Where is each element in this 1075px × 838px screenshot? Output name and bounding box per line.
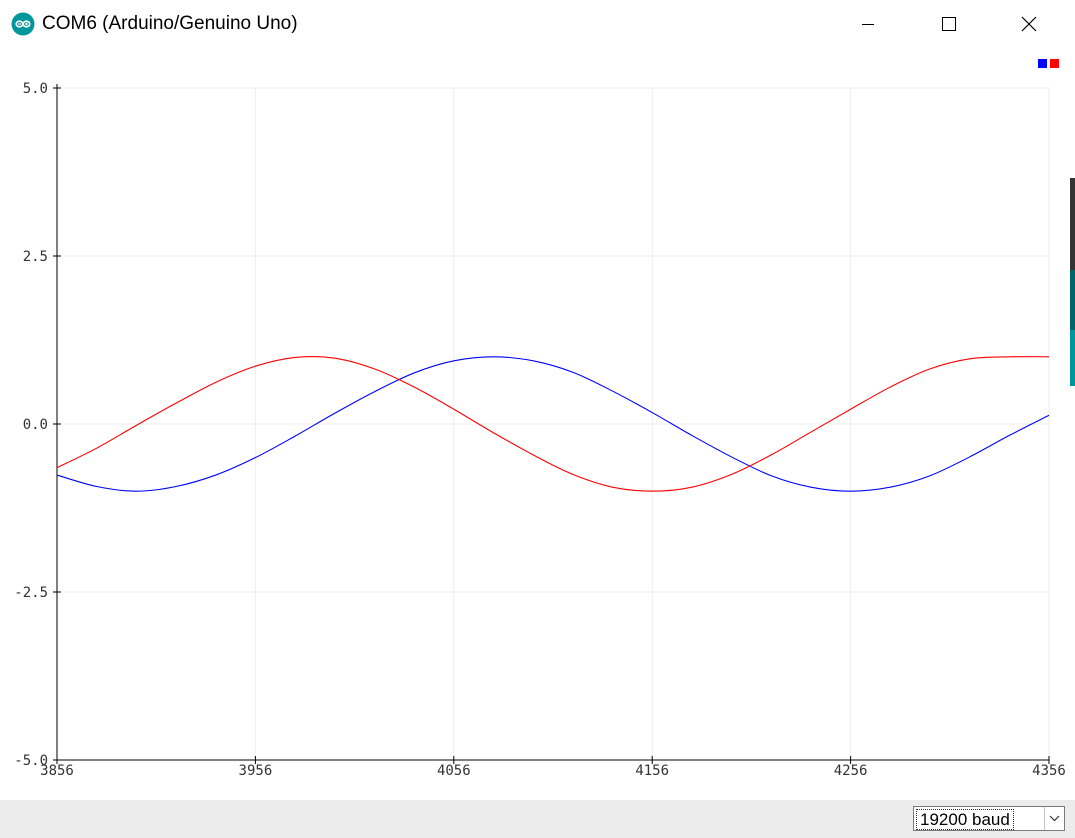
arduino-logo-icon <box>11 12 35 36</box>
close-button[interactable] <box>1006 0 1052 48</box>
maximize-icon <box>942 17 956 31</box>
x-tick-label: 4156 <box>635 763 669 779</box>
minimize-button[interactable] <box>845 0 891 48</box>
x-tick-label: 4056 <box>437 763 471 779</box>
y-tick-label: 5.0 <box>23 81 48 97</box>
edge-strip-teal-light <box>1070 330 1075 386</box>
y-tick-label: -5.0 <box>14 753 48 769</box>
y-tick-label: -2.5 <box>14 585 48 601</box>
minimize-icon <box>862 24 874 25</box>
close-icon <box>1021 16 1037 32</box>
x-tick-label: 4356 <box>1032 763 1066 779</box>
edge-strip-dark <box>1070 178 1075 270</box>
x-tick-label: 4256 <box>834 763 868 779</box>
series-layer <box>56 356 1050 492</box>
baud-dropdown-button[interactable] <box>1044 807 1064 830</box>
series-line-1 <box>56 356 1050 492</box>
x-tick-label: 3956 <box>239 763 273 779</box>
y-tick-label: 0.0 <box>23 417 48 433</box>
chevron-down-icon <box>1049 815 1060 822</box>
series-line-2 <box>56 356 1050 492</box>
baud-rate-value: 19200 baud <box>916 809 1014 830</box>
edge-strip-teal <box>1070 270 1075 330</box>
legend <box>1038 59 1059 68</box>
y-tick-label: 2.5 <box>23 249 48 265</box>
bottom-toolbar <box>0 800 1075 838</box>
grid-lines <box>56 87 1050 761</box>
axes <box>56 84 1049 761</box>
edge-strip-top <box>1070 0 1075 178</box>
x-tick-label: 3856 <box>40 763 74 779</box>
legend-swatch-1 <box>1038 59 1047 68</box>
window-title: COM6 (Arduino/Genuino Uno) <box>42 13 298 34</box>
title-bar: COM6 (Arduino/Genuino Uno) <box>0 0 1075 50</box>
legend-swatch-2 <box>1050 59 1059 68</box>
maximize-button[interactable] <box>926 0 972 48</box>
baud-rate-select[interactable]: 19200 baud <box>913 806 1065 831</box>
